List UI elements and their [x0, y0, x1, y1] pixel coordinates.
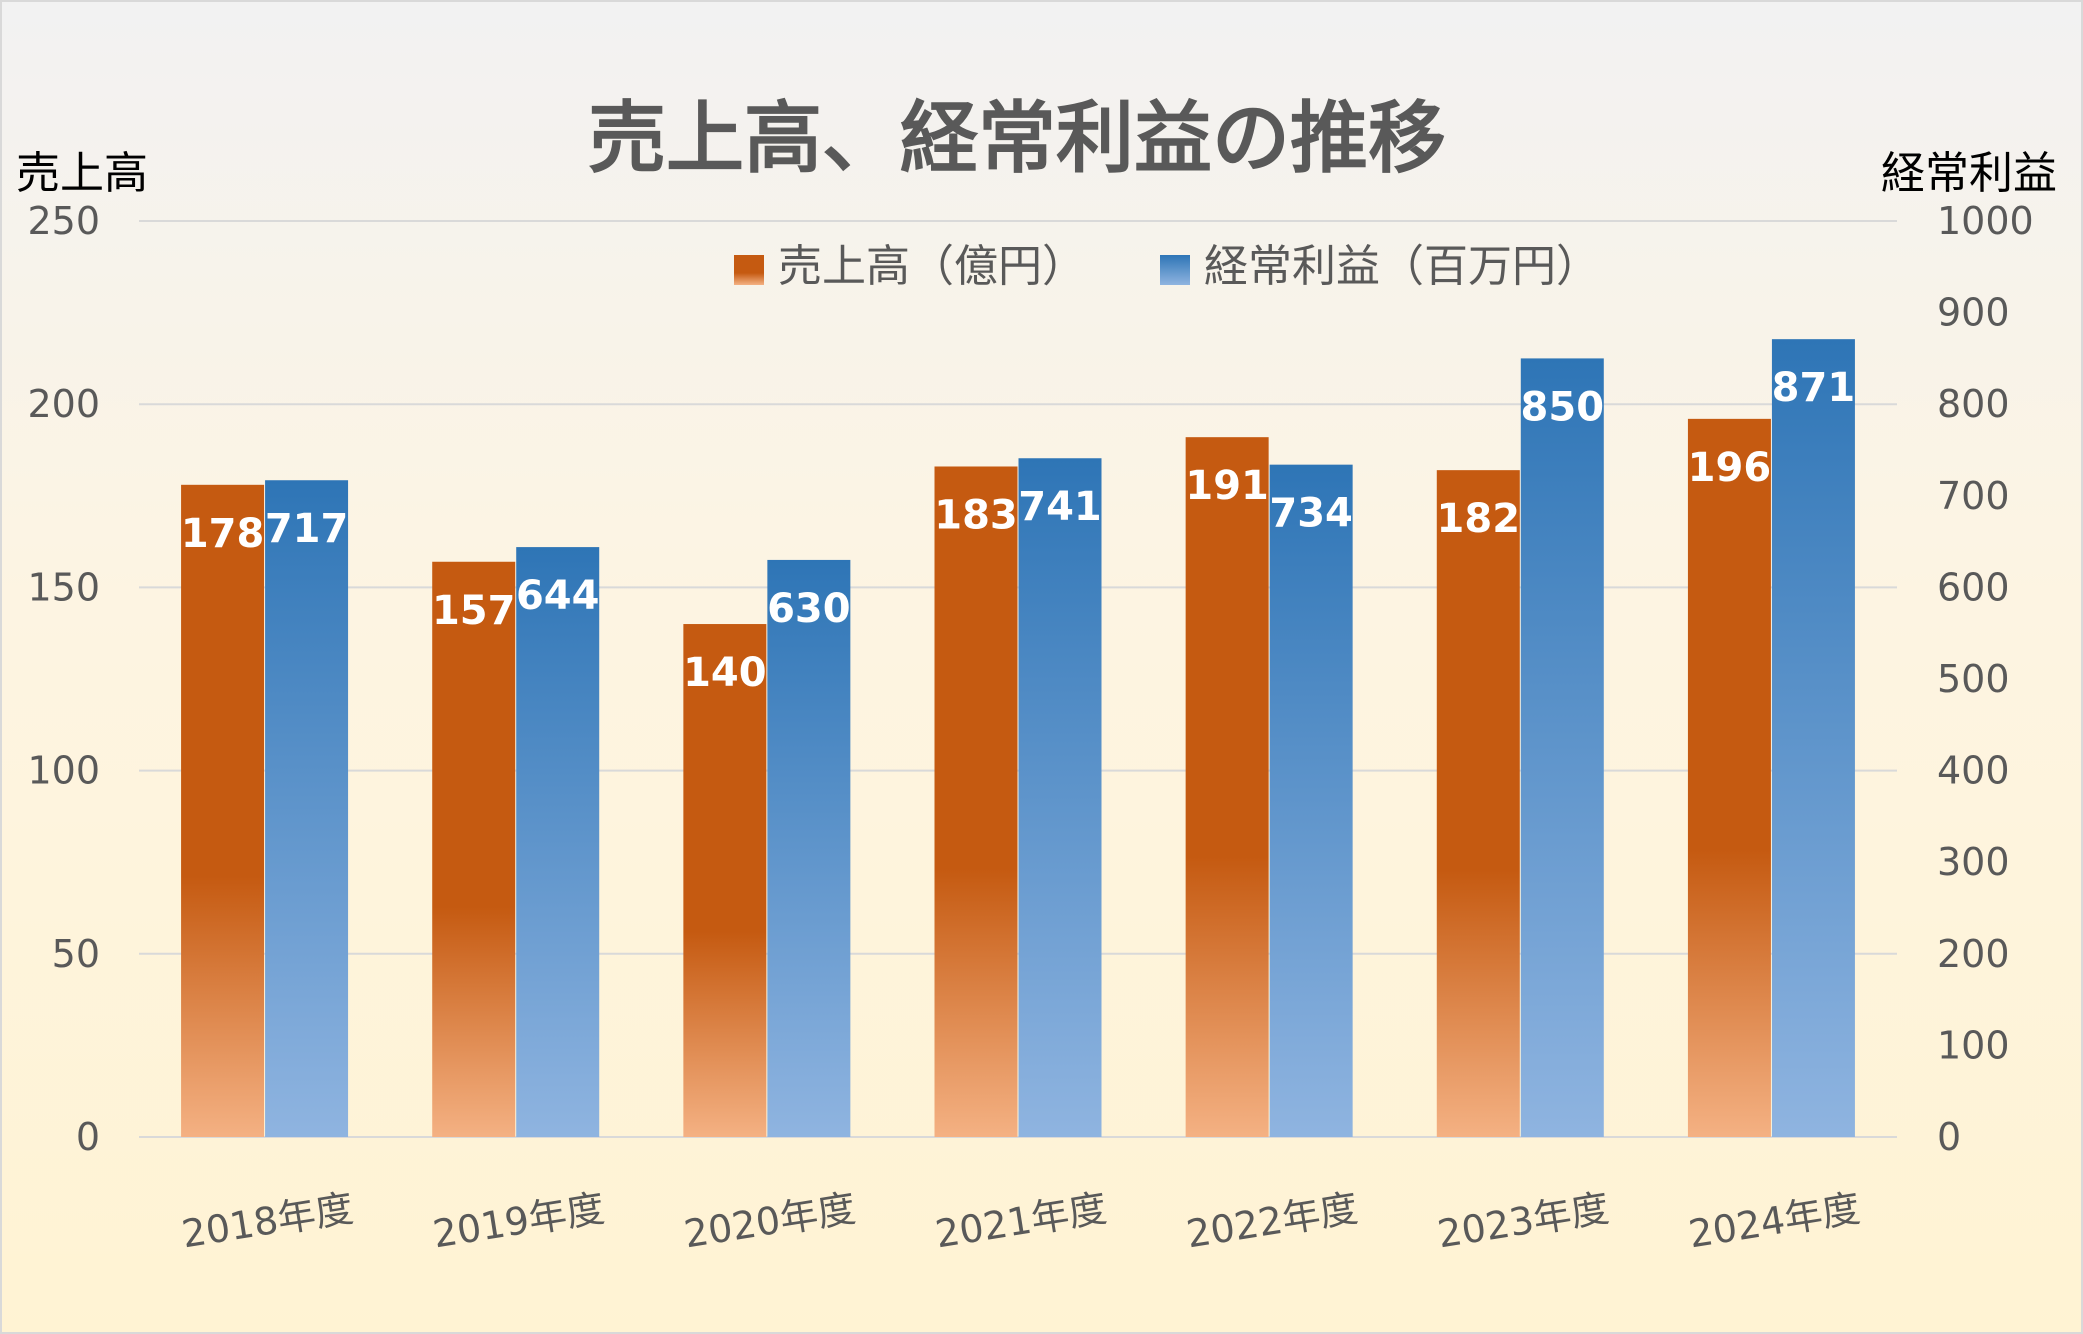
- bar-sales: [181, 484, 265, 1138]
- y2-tick-label: 700: [1937, 474, 2010, 518]
- legend-label-profit: 経常利益（百万円）: [1204, 241, 1600, 292]
- legend: 売上高（億円） 経常利益（百万円）: [734, 241, 1600, 292]
- gridlines: [139, 220, 1897, 1138]
- legend-label-sales: 売上高（億円）: [778, 241, 1086, 292]
- bar-profit: [1269, 464, 1353, 1137]
- bar-profit: [265, 480, 349, 1137]
- y-tick-label: 200: [27, 382, 100, 426]
- data-label-sales: 140: [683, 650, 767, 696]
- bar-profit: [1018, 458, 1102, 1137]
- x-tick-label: 2022年度: [1183, 1186, 1360, 1256]
- bar-sales: [1687, 418, 1771, 1138]
- x-tick-label: 2021年度: [932, 1186, 1109, 1256]
- y-axis-title: 売上高: [16, 148, 148, 199]
- x-tick-label: 2018年度: [179, 1186, 356, 1256]
- data-label-sales: 157: [432, 588, 516, 634]
- bars: [181, 339, 1855, 1138]
- bar-sales: [1436, 470, 1520, 1138]
- y2-tick-label: 500: [1937, 657, 2010, 701]
- bar-sales: [1185, 437, 1269, 1137]
- y2-tick-label: 900: [1937, 291, 2010, 335]
- y2-tick-label: 100: [1937, 1023, 2010, 1067]
- x-tick-label: 2019年度: [430, 1186, 607, 1256]
- bar-profit: [516, 547, 600, 1137]
- legend-swatch-sales: [734, 255, 764, 285]
- data-label-profit: 850: [1521, 384, 1605, 430]
- bar-sales: [934, 466, 1018, 1137]
- y-tick-label: 150: [27, 565, 100, 609]
- data-label-profit: 741: [1018, 484, 1102, 530]
- bar-profit: [1771, 339, 1855, 1137]
- data-label-sales: 182: [1437, 496, 1521, 542]
- y2-tick-label: 0: [1937, 1115, 1961, 1159]
- data-label-sales: 178: [181, 511, 265, 557]
- legend-swatch-profit: [1160, 255, 1190, 285]
- x-tick-label: 2020年度: [681, 1186, 858, 1256]
- y2-axis-ticks: 0 100 200 300 400 500 600 700 800 900 1000: [1937, 199, 2034, 1159]
- chart-title: 売上高、経常利益の推移: [588, 94, 1446, 184]
- data-label-profit: 630: [767, 586, 851, 632]
- x-tick-label: 2024年度: [1686, 1186, 1863, 1256]
- y-tick-label: 100: [27, 749, 100, 793]
- y2-axis-title: 経常利益: [1881, 148, 2057, 199]
- y-tick-label: 250: [27, 199, 100, 243]
- data-label-profit: 717: [265, 506, 349, 552]
- data-label-sales: 196: [1688, 445, 1772, 491]
- y2-tick-label: 400: [1937, 749, 2010, 793]
- data-label-profit: 871: [1772, 365, 1856, 411]
- bar-sales: [432, 561, 516, 1137]
- y2-tick-label: 800: [1937, 382, 2010, 426]
- bar-profit: [767, 559, 851, 1137]
- y2-tick-label: 300: [1937, 840, 2010, 884]
- y2-tick-label: 600: [1937, 565, 2010, 609]
- y-axis-ticks: 0 50 100 150 200 250: [27, 199, 100, 1159]
- y2-tick-label: 200: [1937, 932, 2010, 976]
- bar-profit: [1520, 358, 1604, 1137]
- data-label-profit: 644: [516, 573, 600, 619]
- y-tick-label: 50: [52, 932, 100, 976]
- x-axis-ticks: 2018年度 2019年度 2020年度 2021年度 2022年度 2023年度 2024…: [179, 1186, 1863, 1256]
- x-tick-label: 2023年度: [1435, 1186, 1612, 1256]
- data-label-sales: 183: [934, 492, 1018, 538]
- bar-sales: [683, 624, 767, 1137]
- data-label-profit: 734: [1269, 491, 1353, 537]
- y-tick-label: 0: [76, 1115, 100, 1159]
- data-label-sales: 191: [1185, 463, 1269, 509]
- y2-tick-label: 1000: [1937, 199, 2034, 243]
